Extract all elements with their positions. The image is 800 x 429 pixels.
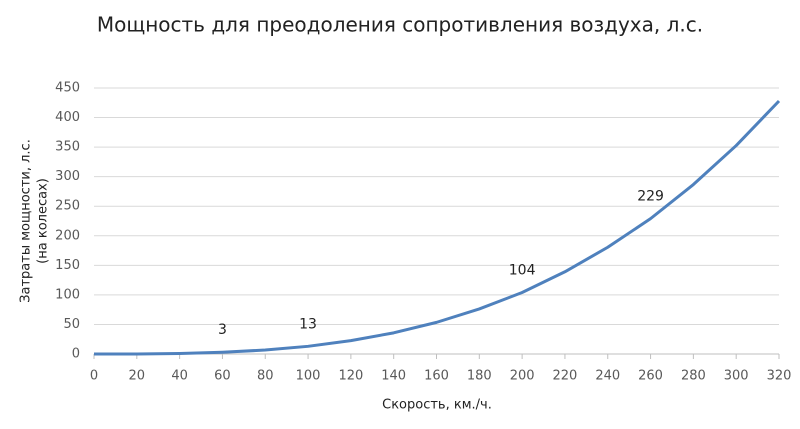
y-tick-label: 400 — [55, 110, 80, 125]
x-tick-label: 280 — [681, 369, 706, 384]
x-tick-label: 0 — [90, 369, 98, 384]
x-tick-label: 180 — [467, 369, 492, 384]
x-tick-label: 300 — [724, 369, 749, 384]
x-tick-label: 40 — [171, 369, 188, 384]
x-tick-label: 240 — [595, 369, 620, 384]
chart-title: Мощность для преодоления сопротивления в… — [97, 13, 703, 37]
y-tick-label: 100 — [55, 287, 80, 302]
data-line — [93, 99, 781, 356]
x-tick-label: 220 — [553, 369, 578, 384]
x-axis-label: Скорость, км./ч. — [382, 398, 492, 413]
x-tick-label: 320 — [767, 369, 792, 384]
y-tick-label: 0 — [72, 347, 80, 362]
x-tick-label: 260 — [638, 369, 663, 384]
data-label: 13 — [299, 316, 317, 332]
x-tick-label: 80 — [257, 369, 274, 384]
y-tick-label: 50 — [63, 317, 80, 332]
x-tick-label: 20 — [129, 369, 146, 384]
x-tick-label: 60 — [214, 369, 231, 384]
y-tick-label: 450 — [55, 81, 80, 96]
data-label: 229 — [637, 189, 664, 205]
data-label: 3 — [218, 322, 227, 338]
y-axis-label: (на колесах) — [36, 178, 51, 264]
x-tick-label: 100 — [296, 369, 321, 384]
x-tick-label: 200 — [510, 369, 535, 384]
x-tick-label: 160 — [424, 369, 449, 384]
x-tick-label: 120 — [338, 369, 363, 384]
y-axis-label: Затраты мощности, л.с. — [19, 139, 34, 303]
y-tick-label: 300 — [55, 169, 80, 184]
y-tick-label: 350 — [55, 140, 80, 155]
x-tick-label: 140 — [381, 369, 406, 384]
data-label: 104 — [509, 263, 536, 279]
y-tick-label: 250 — [55, 199, 80, 214]
y-tick-label: 150 — [55, 258, 80, 273]
y-tick-label: 200 — [55, 228, 80, 243]
